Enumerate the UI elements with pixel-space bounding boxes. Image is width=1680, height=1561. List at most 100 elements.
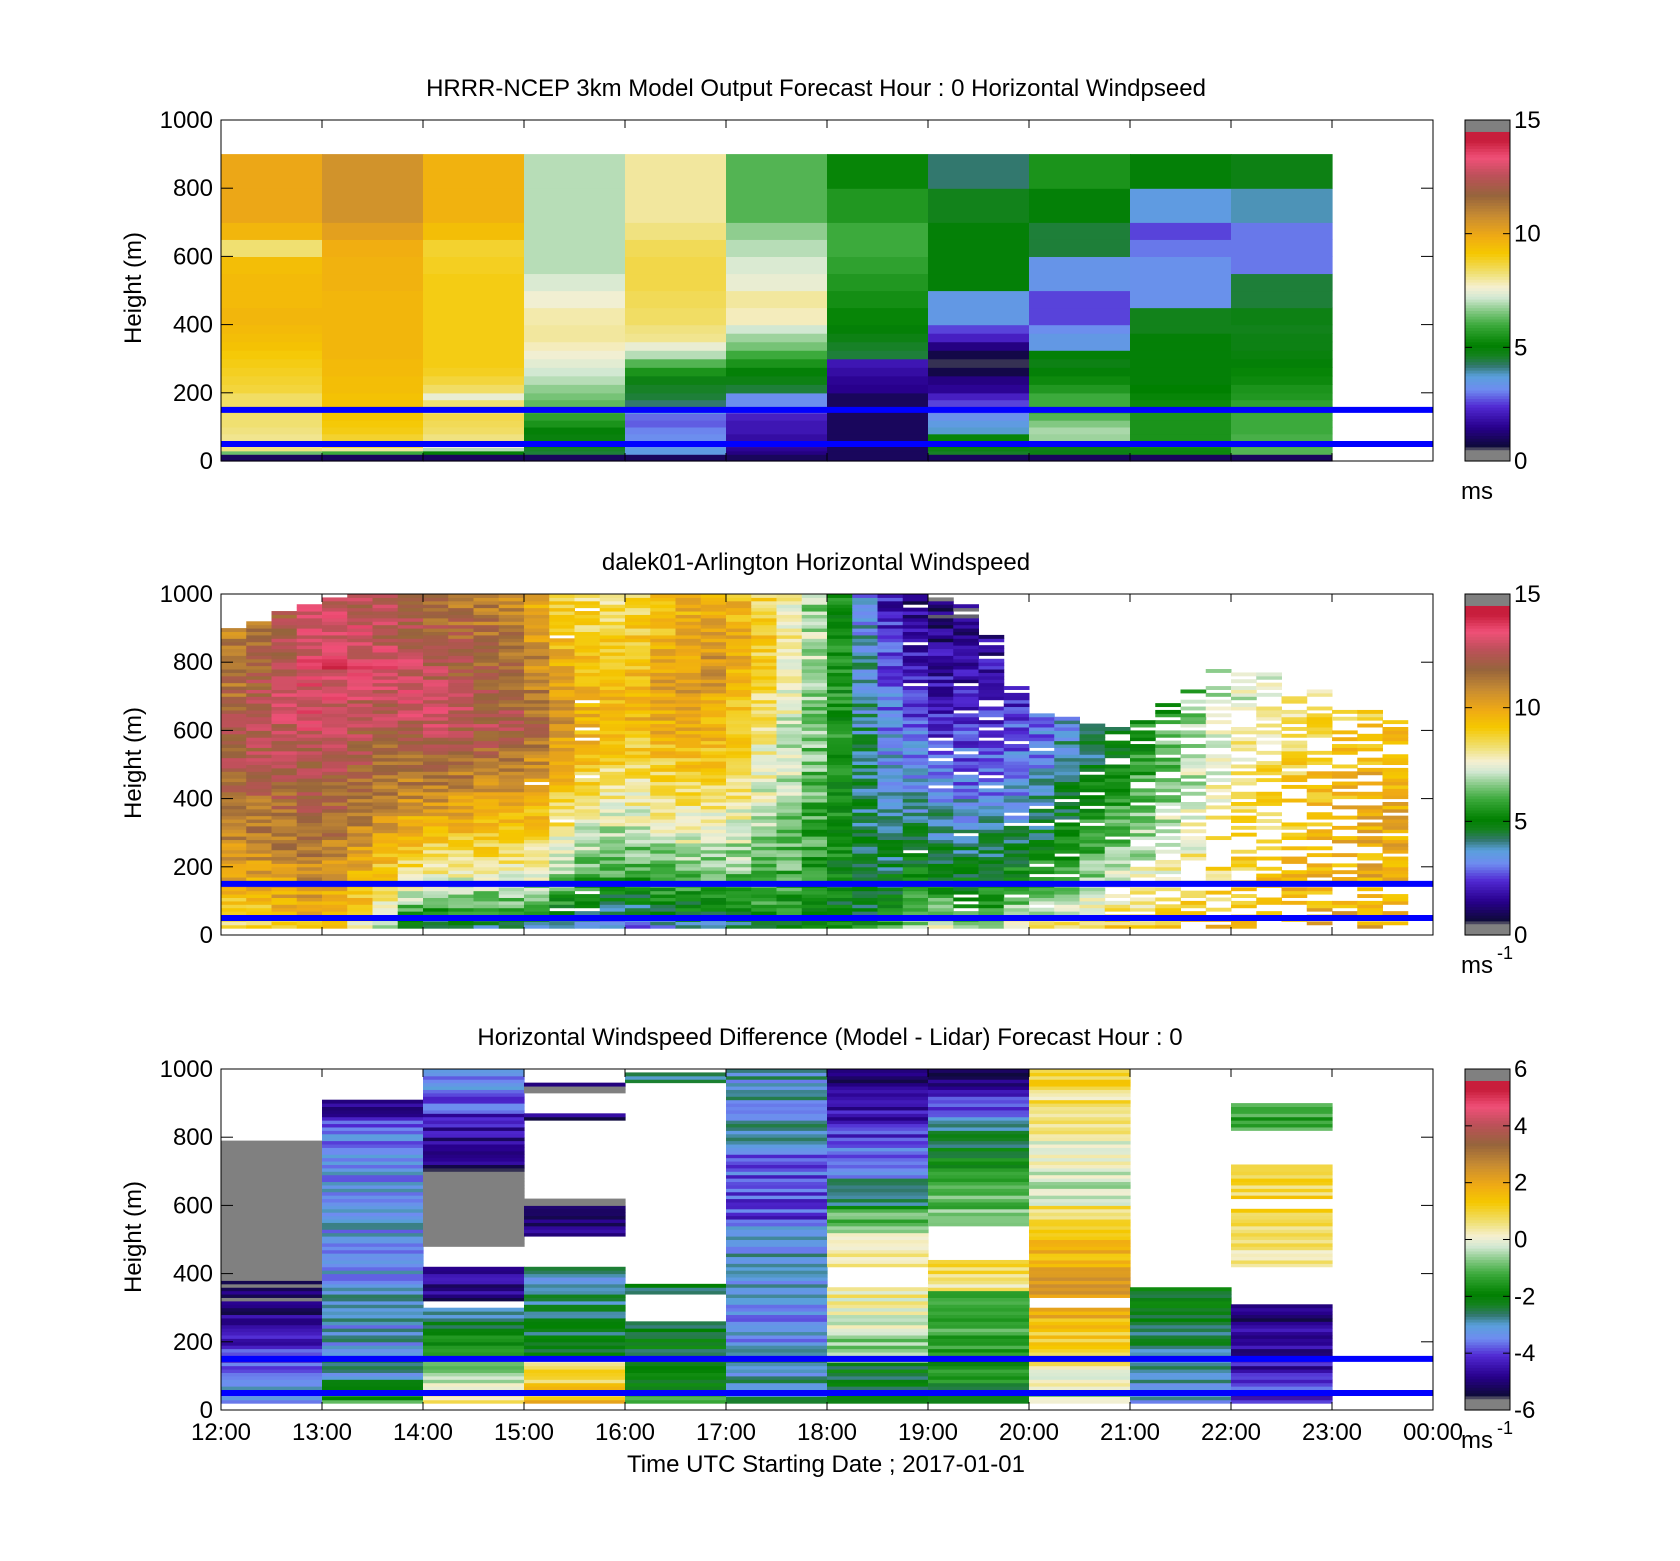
heatmap-cell [221,1372,323,1377]
heatmap-cell [599,802,626,806]
heatmap-cell [902,737,929,742]
heatmap-cell [827,641,853,646]
heatmap-cell [776,866,803,871]
heatmap-cell [928,1188,1030,1193]
heatmap-cell [801,900,828,905]
heatmap-cell [1130,907,1156,912]
heatmap-cell [498,621,525,626]
heatmap-cell [296,815,323,820]
heatmap-cell [473,744,500,748]
heatmap-cell [801,662,828,667]
heatmap-cell [473,839,500,844]
heatmap-cell [524,604,550,609]
heatmap-cell [700,716,727,721]
heatmap-cell [524,1382,626,1387]
colorbar-segment [1465,125,1510,130]
heatmap-cell [322,921,348,926]
heatmap-cell [1104,730,1131,735]
heatmap-cell [625,1369,727,1373]
heatmap-cell [296,894,323,898]
heatmap-cell [372,853,399,858]
heatmap-cell [397,679,424,684]
heatmap-cell [473,726,500,731]
heatmap-cell [246,825,272,830]
heatmap-cell [827,1171,929,1176]
heatmap-cell [801,819,828,823]
heatmap-cell [1357,723,1383,728]
heatmap-cell [322,367,424,377]
heatmap-cell [473,665,500,670]
heatmap-cell [726,1120,828,1125]
heatmap-cell [221,1382,323,1387]
heatmap-cell [423,600,449,605]
heatmap-cell [827,1109,929,1114]
heatmap-cell [675,699,702,704]
heatmap-cell [322,324,424,334]
heatmap-cell [347,730,373,735]
heatmap-cell [524,154,626,189]
heatmap-cell [776,819,803,823]
heatmap-cell [221,1191,323,1196]
heatmap-cell [726,1188,828,1193]
heatmap-cell [1003,853,1030,858]
heatmap-cell [221,1157,323,1162]
heatmap-cell [322,679,348,684]
heatmap-cell [524,842,550,847]
heatmap-cell [953,856,979,861]
heatmap-cell [1130,829,1156,834]
heatmap-cell [751,887,777,892]
heatmap-cell [1231,757,1257,762]
heatmap-cell [1029,324,1131,334]
heatmap-cell [498,634,525,639]
heatmap-cell [473,607,500,612]
heatmap-cell [549,815,575,820]
heatmap-cell [776,825,803,830]
colorbar-segment [1465,162,1510,167]
heatmap-cell [827,829,853,834]
heatmap-cell [524,1328,626,1333]
heatmap-cell [852,641,878,646]
heatmap-cell [650,750,676,755]
heatmap-cell [852,907,878,912]
heatmap-cell [322,924,348,929]
heatmap-cell [776,897,803,902]
heatmap-cell [221,1195,323,1200]
heatmap-cell [1130,720,1156,725]
heatmap-cell [221,900,247,905]
heatmap-cell [726,669,752,673]
heatmap-cell [296,842,323,847]
heatmap-cell [221,658,247,663]
heatmap-cell [448,761,474,765]
heatmap-cell [347,887,373,892]
heatmap-cell [599,617,626,622]
heatmap-cell [599,744,626,748]
heatmap-cell [1054,740,1080,745]
heatmap-cell [700,737,727,742]
heatmap-cell [473,669,500,673]
heatmap-cell [726,897,752,902]
heatmap-cell [473,757,500,762]
heatmap-cell [953,614,979,619]
heatmap-cell [271,726,298,731]
heatmap-cell [423,747,449,752]
heatmap-cell [296,699,323,704]
heatmap-cell [246,846,272,851]
heatmap-cell [827,1365,929,1370]
heatmap-cell [271,638,298,643]
heatmap-cell [1104,747,1131,752]
heatmap-cell [322,863,348,868]
heatmap-cell [928,771,954,776]
heatmap-cell [877,713,904,718]
heatmap-cell [322,1232,424,1237]
heatmap-cell [726,1171,828,1176]
heatmap-cell [1281,716,1308,721]
colorbar-segment [1465,665,1510,669]
heatmap-cell [827,1321,929,1326]
heatmap-cell [524,1205,626,1210]
heatmap-cell [852,750,878,755]
heatmap-cell [751,597,777,602]
heatmap-cell [953,829,979,834]
heatmap-cell [549,651,575,656]
heatmap-cell [1382,897,1409,902]
heatmap-cell [397,788,424,793]
